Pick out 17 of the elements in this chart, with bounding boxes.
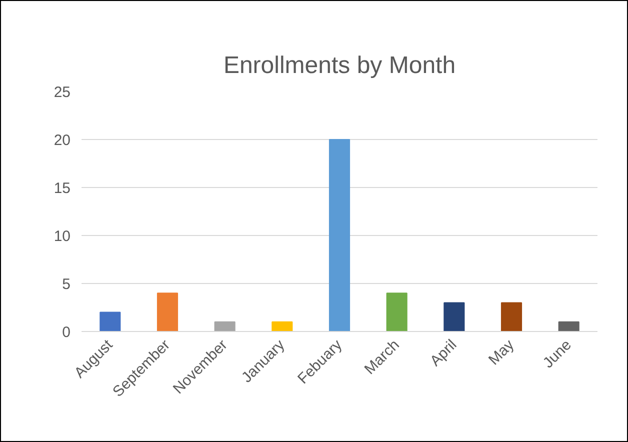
y-tick-label: 10: [54, 228, 71, 245]
y-tick-label: 20: [54, 132, 71, 149]
bar: [444, 302, 465, 332]
bar: [156, 292, 178, 332]
bar: [386, 292, 408, 332]
bar: [214, 321, 236, 332]
x-tick-label: May: [485, 336, 518, 369]
bar: [558, 321, 580, 332]
bar: [272, 321, 293, 332]
y-tick-label: 25: [54, 84, 71, 101]
bar: [500, 302, 522, 332]
y-tick-label: 5: [62, 276, 70, 293]
bar: [328, 139, 350, 332]
y-tick-label: 0: [62, 324, 70, 341]
y-tick-label: 15: [54, 180, 71, 197]
bar: [100, 312, 121, 332]
chart-title: Enrollments by Month: [223, 52, 456, 79]
